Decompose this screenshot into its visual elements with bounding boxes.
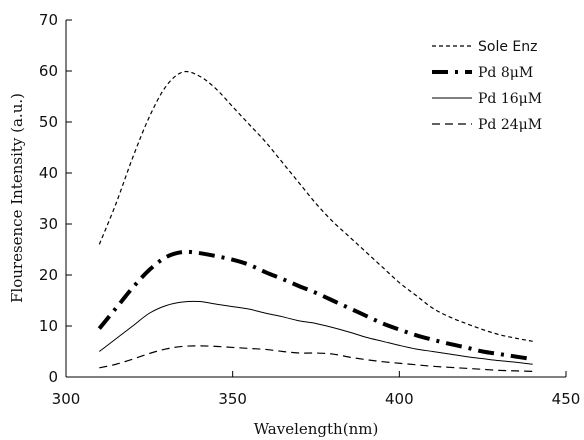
y-tick-label: 40: [39, 164, 58, 182]
series-line-2: [97, 249, 533, 362]
x-tick-label: 300: [52, 390, 81, 408]
series-line-3: [99, 300, 533, 365]
legend-label-2: Pd 8μM: [478, 65, 533, 81]
x-tick-label: 400: [385, 390, 414, 408]
y-axis-ticks: 0 10 20 30 40 50 60 70: [39, 11, 72, 386]
y-tick-label: 20: [39, 266, 58, 284]
y-tick-label: 0: [48, 368, 58, 386]
y-tick-label: 10: [39, 317, 58, 335]
series-line-4: [99, 345, 533, 372]
x-axis-title: Wavelength(nm): [254, 420, 379, 438]
legend-label-3: Pd 16μM: [478, 91, 542, 107]
legend-label-4: Pd 24μM: [478, 117, 542, 133]
y-axis-title: Flouresence Intensity (a.u.): [8, 93, 26, 303]
legend: Sole Enz Pd 8μM Pd 16μM Pd 24μM: [432, 39, 542, 133]
y-tick-label: 70: [39, 11, 58, 29]
y-tick-label: 30: [39, 215, 58, 233]
series-lines: [97, 70, 533, 372]
y-tick-label: 60: [39, 62, 58, 80]
series-line-1: [98, 70, 533, 342]
y-tick-label: 50: [39, 113, 58, 131]
legend-label-1: Sole Enz: [478, 39, 537, 55]
x-tick-label: 450: [552, 390, 581, 408]
x-tick-label: 350: [218, 390, 247, 408]
x-axis-ticks: 300 350 400 450: [52, 371, 581, 408]
